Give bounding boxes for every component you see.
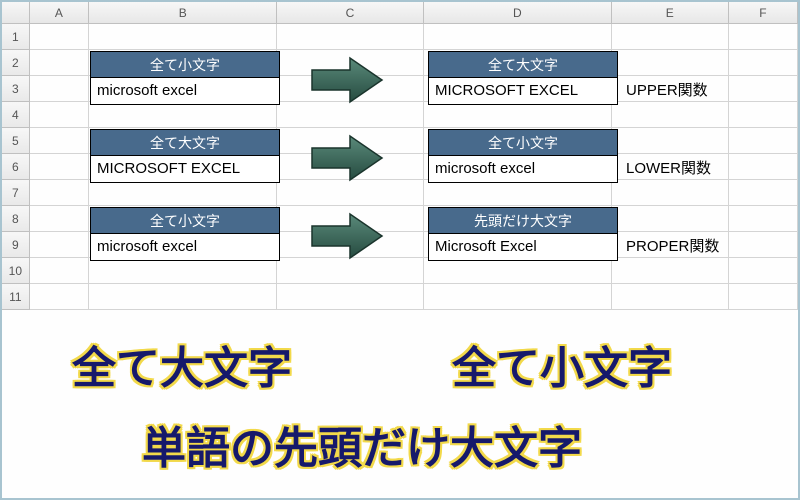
upper-source-box: 全て小文字 microsoft excel [90, 51, 280, 105]
lower-label: LOWER関数 [626, 157, 711, 178]
upper-dest-value[interactable]: MICROSOFT EXCEL [429, 78, 617, 104]
cell[interactable] [612, 284, 729, 310]
cell[interactable] [277, 258, 424, 284]
upper-label: UPPER関数 [626, 79, 708, 100]
cell[interactable] [424, 180, 612, 206]
row-header[interactable]: 10 [2, 258, 30, 284]
cell[interactable] [729, 24, 798, 50]
headline-uppercase: 全て大文字 [72, 332, 292, 396]
cell[interactable] [612, 206, 729, 232]
cell[interactable] [424, 102, 612, 128]
lower-dest-header: 全て小文字 [429, 130, 617, 156]
col-header-e[interactable]: E [612, 2, 729, 23]
upper-source-header: 全て小文字 [91, 52, 279, 78]
col-header-d[interactable]: D [424, 2, 612, 23]
proper-source-header: 全て小文字 [91, 208, 279, 234]
upper-dest-header: 全て大文字 [429, 52, 617, 78]
row-header[interactable]: 5 [2, 128, 30, 154]
upper-dest-box: 全て大文字 MICROSOFT EXCEL [428, 51, 618, 105]
grid-row: 10 [2, 258, 798, 284]
lower-dest-value[interactable]: microsoft excel [429, 156, 617, 182]
col-header-c[interactable]: C [277, 2, 424, 23]
cell[interactable] [89, 180, 277, 206]
row-header[interactable]: 9 [2, 232, 30, 258]
cell[interactable] [30, 206, 89, 232]
cell[interactable] [30, 50, 89, 76]
cell[interactable] [30, 76, 89, 102]
proper-dest-box: 先頭だけ大文字 Microsoft Excel [428, 207, 618, 261]
cell[interactable] [277, 284, 424, 310]
arrow-icon [310, 56, 384, 104]
cell[interactable] [729, 232, 798, 258]
select-all-corner[interactable] [2, 2, 30, 23]
grid-row: 4 [2, 102, 798, 128]
cell[interactable] [729, 128, 798, 154]
cell[interactable] [30, 128, 89, 154]
proper-dest-value[interactable]: Microsoft Excel [429, 234, 617, 260]
row-header[interactable]: 8 [2, 206, 30, 232]
row-header[interactable]: 4 [2, 102, 30, 128]
cell[interactable] [612, 128, 729, 154]
cell[interactable] [30, 24, 89, 50]
cell[interactable] [89, 102, 277, 128]
cell[interactable] [424, 258, 612, 284]
col-header-f[interactable]: F [729, 2, 798, 23]
cell[interactable] [277, 102, 424, 128]
cell[interactable] [729, 258, 798, 284]
cell[interactable] [729, 76, 798, 102]
cell[interactable] [89, 24, 277, 50]
grid-row: 1 [2, 24, 798, 50]
row-header[interactable]: 2 [2, 50, 30, 76]
grid-row: 7 [2, 180, 798, 206]
cell[interactable] [277, 24, 424, 50]
cell[interactable] [729, 50, 798, 76]
proper-source-box: 全て小文字 microsoft excel [90, 207, 280, 261]
arrow-icon [310, 212, 384, 260]
cell[interactable] [612, 258, 729, 284]
row-header[interactable]: 7 [2, 180, 30, 206]
cell[interactable] [612, 24, 729, 50]
cell[interactable] [729, 102, 798, 128]
cell[interactable] [729, 154, 798, 180]
cell[interactable] [612, 180, 729, 206]
cell[interactable] [424, 24, 612, 50]
row-header[interactable]: 3 [2, 76, 30, 102]
cell[interactable] [612, 50, 729, 76]
proper-label: PROPER関数 [626, 235, 719, 256]
cell[interactable] [89, 258, 277, 284]
cell[interactable] [612, 102, 729, 128]
cell[interactable] [30, 102, 89, 128]
lower-source-box: 全て大文字 MICROSOFT EXCEL [90, 129, 280, 183]
row-header[interactable]: 11 [2, 284, 30, 310]
grid-row: 11 [2, 284, 798, 310]
column-headers-row: A B C D E F [2, 2, 798, 24]
lower-source-header: 全て大文字 [91, 130, 279, 156]
cell[interactable] [277, 180, 424, 206]
cell[interactable] [30, 232, 89, 258]
col-header-b[interactable]: B [89, 2, 277, 23]
cell[interactable] [424, 284, 612, 310]
lower-dest-box: 全て小文字 microsoft excel [428, 129, 618, 183]
row-header[interactable]: 6 [2, 154, 30, 180]
excel-screenshot: A B C D E F 1234567891011 全て小文字 microsof… [0, 0, 800, 500]
col-header-a[interactable]: A [30, 2, 89, 23]
cell[interactable] [30, 180, 89, 206]
lower-source-value[interactable]: MICROSOFT EXCEL [91, 156, 279, 182]
headline-proper: 単語の先頭だけ大文字 [142, 412, 582, 476]
cell[interactable] [729, 180, 798, 206]
spreadsheet-grid: A B C D E F 1234567891011 全て小文字 microsof… [2, 2, 798, 498]
proper-source-value[interactable]: microsoft excel [91, 234, 279, 260]
upper-source-value[interactable]: microsoft excel [91, 78, 279, 104]
row-header[interactable]: 1 [2, 24, 30, 50]
headline-lowercase: 全て小文字 [452, 332, 672, 396]
cell[interactable] [30, 258, 89, 284]
cell[interactable] [30, 284, 89, 310]
cell[interactable] [729, 206, 798, 232]
arrow-icon [310, 134, 384, 182]
cell[interactable] [89, 284, 277, 310]
proper-dest-header: 先頭だけ大文字 [429, 208, 617, 234]
cell[interactable] [30, 154, 89, 180]
cell[interactable] [729, 284, 798, 310]
